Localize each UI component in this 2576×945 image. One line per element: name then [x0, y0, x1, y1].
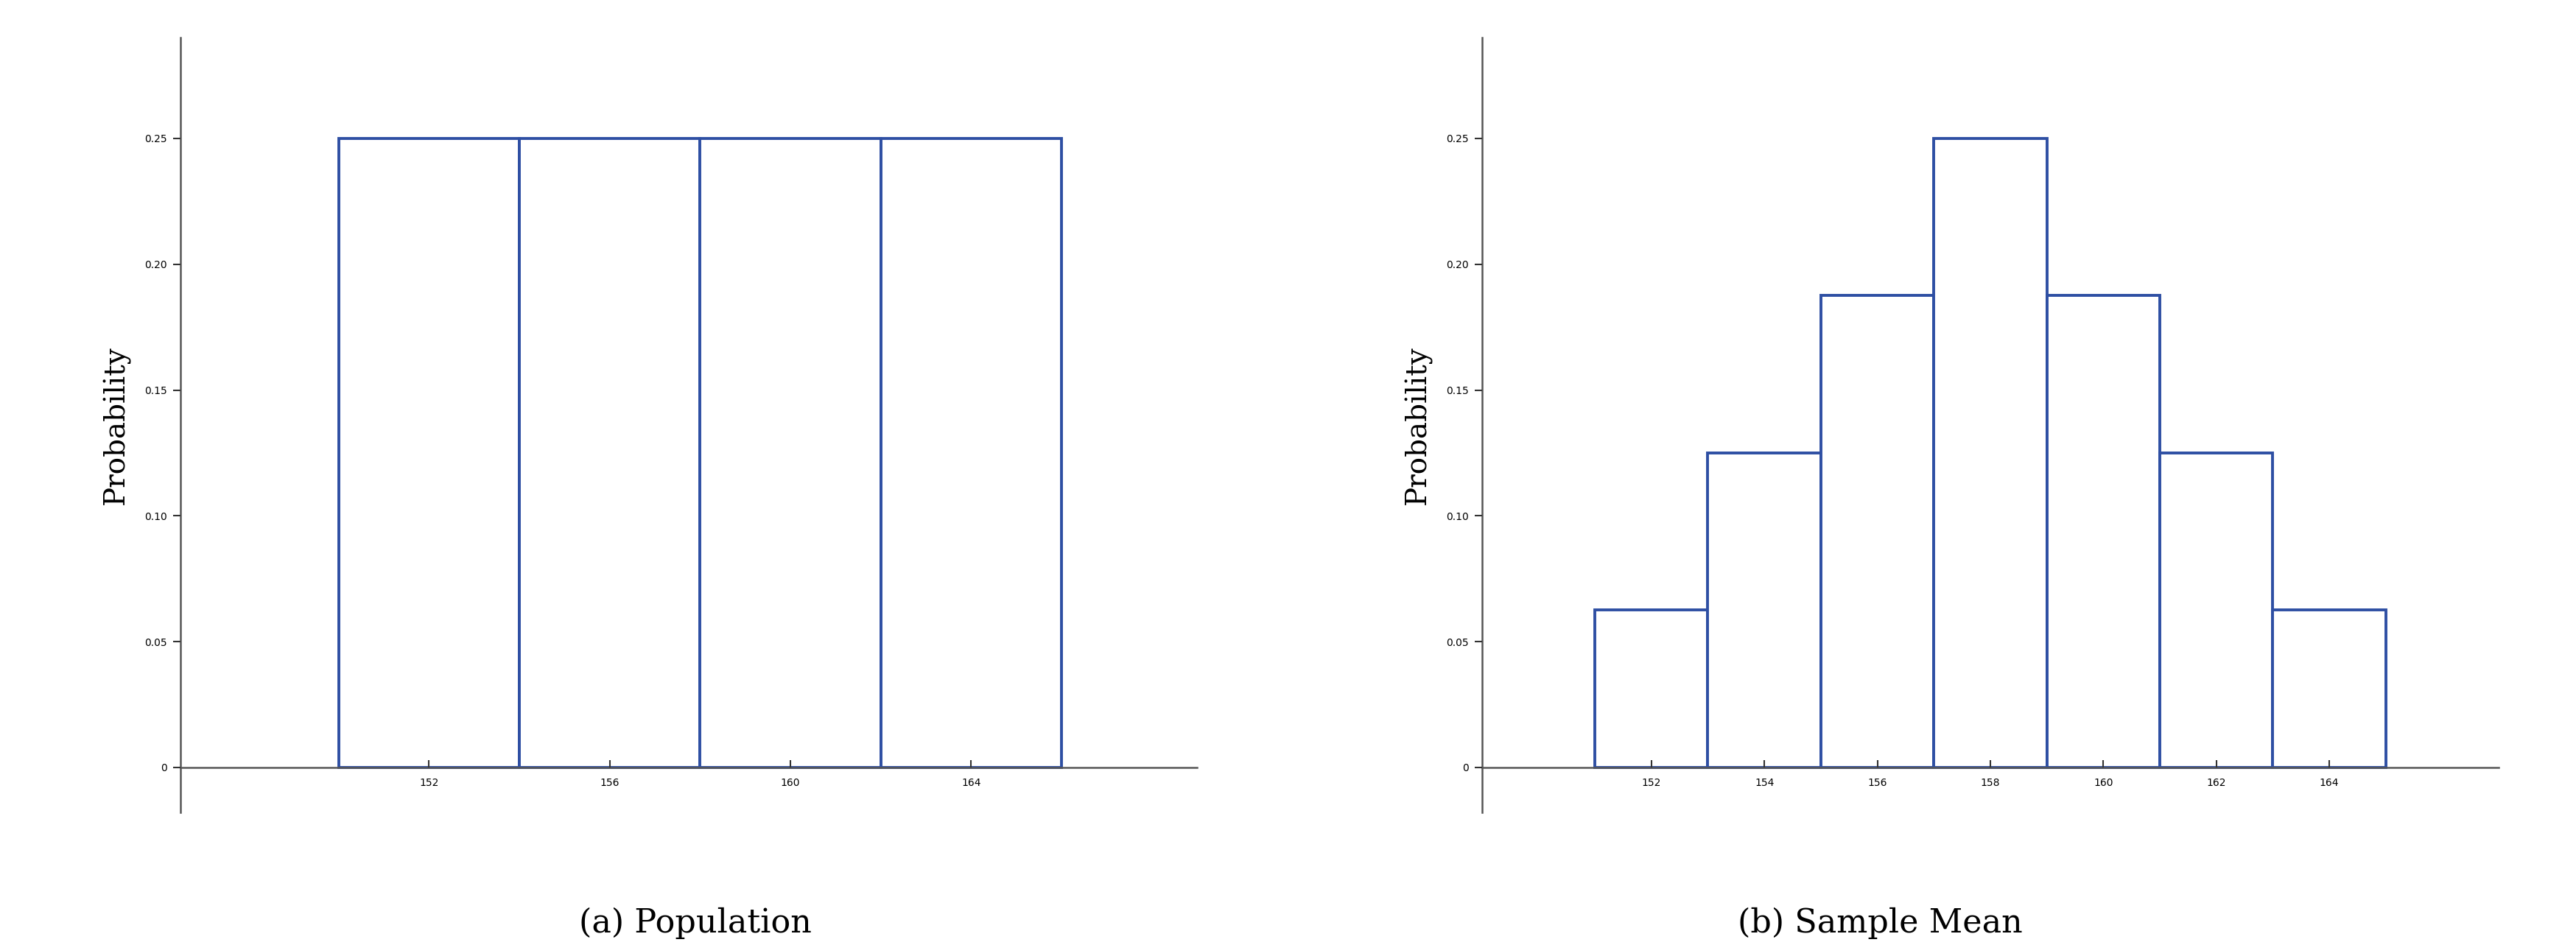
Bar — [1935, 138, 2048, 767]
Bar — [337, 138, 520, 767]
Text: (b) Sample Mean: (b) Sample Mean — [1739, 907, 2022, 939]
Y-axis label: Probability: Probability — [1404, 346, 1432, 505]
Bar — [701, 138, 881, 767]
Text: (a) Population: (a) Population — [580, 907, 811, 939]
Bar — [2048, 296, 2159, 767]
Bar — [2272, 610, 2385, 767]
Bar — [520, 138, 701, 767]
Bar — [1595, 610, 1708, 767]
Bar — [2159, 453, 2272, 767]
Bar — [1821, 296, 1935, 767]
Bar — [1708, 453, 1821, 767]
Y-axis label: Probability: Probability — [103, 346, 129, 505]
Bar — [881, 138, 1061, 767]
